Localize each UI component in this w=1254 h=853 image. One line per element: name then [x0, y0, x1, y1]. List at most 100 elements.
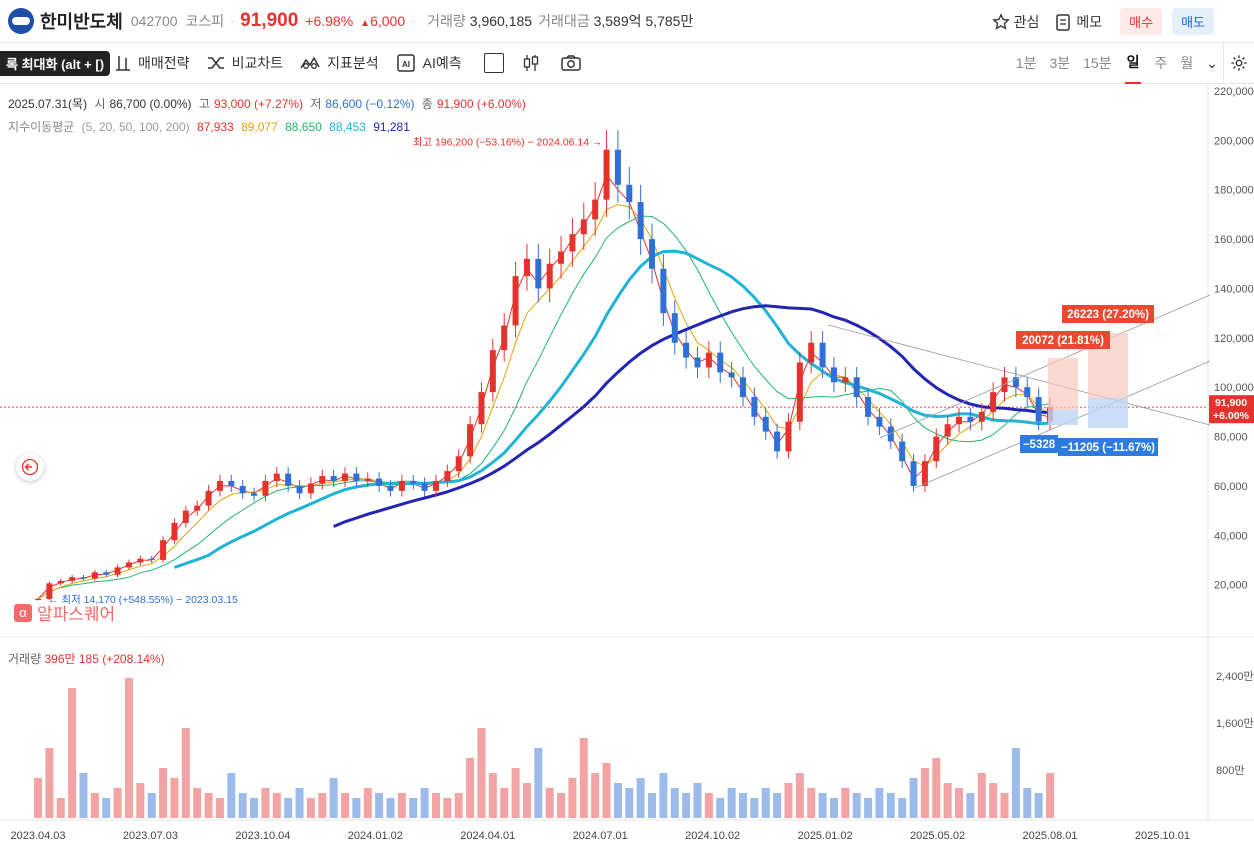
- candle-type-button[interactable]: [522, 53, 546, 73]
- volume-bar: [1034, 793, 1043, 818]
- candle-body: [228, 480, 235, 486]
- candle-body: [330, 476, 337, 481]
- ai-forecast-button[interactable]: AI AI예측: [395, 53, 462, 73]
- candle-body: [342, 473, 349, 481]
- candle-body: [853, 377, 860, 398]
- volume-legend-label: 거래량: [8, 652, 42, 666]
- volume-bar: [204, 793, 213, 818]
- ma-params: (5, 20, 50, 100, 200): [81, 120, 190, 134]
- amount-value: 3,589억 5,785만: [593, 13, 694, 29]
- candle-body: [376, 478, 383, 486]
- candle-body: [683, 342, 690, 358]
- candle-body: [592, 199, 599, 220]
- candle-body: [307, 483, 314, 494]
- ma200-value: 91,281: [373, 120, 410, 134]
- sell-button[interactable]: 매도: [1172, 8, 1214, 35]
- volume-bar: [147, 793, 156, 818]
- volume-bar: [625, 788, 634, 818]
- volume-bar: [420, 788, 429, 818]
- candle-body: [35, 599, 41, 601]
- candle-body: [569, 234, 576, 252]
- volume-bar: [1000, 793, 1009, 818]
- candle-body: [46, 583, 53, 600]
- ai-forecast-label: AI예측: [422, 55, 462, 71]
- period-3min[interactable]: 3분: [1049, 55, 1071, 71]
- candle-body: [160, 540, 167, 560]
- high-annotation: 최고 196,200 (−53.16%) − 2024.06.14 →: [413, 137, 603, 149]
- candle-body: [978, 411, 985, 422]
- volume-bar: [193, 788, 202, 818]
- watch-button[interactable]: 관심: [991, 12, 1039, 32]
- candle-body: [171, 522, 178, 541]
- period-1min[interactable]: 1분: [1015, 55, 1037, 71]
- candle-body: [103, 572, 110, 575]
- company-logo: [8, 8, 34, 34]
- settings-icon[interactable]: [1223, 43, 1254, 83]
- volume-bar: [409, 798, 418, 818]
- volume-bar: [397, 793, 406, 818]
- price-tick-label: 220,000: [1214, 86, 1254, 98]
- price-tick-label: 60,000: [1214, 481, 1248, 493]
- buy-button[interactable]: 매수: [1120, 8, 1163, 35]
- header-actions: 관심 메모 매수 매도: [976, 8, 1214, 35]
- memo-button[interactable]: 메모: [1055, 12, 1102, 32]
- volume-bar: [841, 788, 850, 818]
- candle-body: [353, 473, 360, 481]
- volume-bar: [500, 788, 509, 818]
- candle-body: [512, 276, 519, 326]
- volume-bar: [955, 788, 964, 818]
- candle-body: [671, 313, 678, 343]
- candle-body: [319, 476, 326, 484]
- watermark-text: 알파스퀘어: [37, 605, 116, 624]
- period-month[interactable]: 월: [1180, 55, 1194, 71]
- screenshot-button[interactable]: [560, 54, 588, 72]
- price-tick-label: 100,000: [1214, 382, 1254, 394]
- volume-bar: [375, 793, 384, 818]
- compare-chart-button[interactable]: 비교차트: [206, 53, 283, 73]
- price-tick-label: 160,000: [1214, 234, 1254, 246]
- drawing-box-icon[interactable]: [483, 53, 504, 73]
- scroll-back-button[interactable]: [16, 453, 44, 481]
- candle-body: [91, 572, 98, 579]
- price-chart[interactable]: 20072 (21.81%) 26223 (27.20%) −5328 −11205 …: [0, 83, 1254, 853]
- chevron-down-icon[interactable]: ⌄: [1206, 54, 1218, 71]
- candle-body: [410, 480, 417, 484]
- measure-up-label-1-bg: [1016, 331, 1110, 349]
- candle-body: [796, 362, 803, 422]
- candle-body: [523, 258, 530, 277]
- indicator-button[interactable]: 지표분석: [299, 53, 379, 73]
- candle-body: [251, 493, 258, 496]
- volume-bar: [79, 773, 88, 818]
- candle-body: [865, 397, 872, 417]
- candle-body: [626, 184, 633, 203]
- candle-body: [1035, 397, 1042, 422]
- ma-line-50: [60, 215, 1051, 589]
- period-week[interactable]: 주: [1154, 55, 1168, 71]
- candle-body: [694, 357, 701, 368]
- candle-body: [774, 431, 781, 452]
- x-tick-label: 2025.05.02: [910, 830, 965, 842]
- volume-bar: [318, 793, 327, 818]
- candle-body: [808, 342, 815, 363]
- volume-bar: [704, 793, 713, 818]
- volume-bar: [250, 798, 259, 818]
- memo-icon: [1056, 13, 1071, 31]
- current-price-tag-bg: [1209, 395, 1254, 424]
- change-amount: ▲6,000: [360, 13, 405, 29]
- period-day[interactable]: 일: [1124, 42, 1142, 84]
- candle-body: [637, 202, 644, 240]
- candle-body: [57, 580, 64, 584]
- separator-dot: ·: [230, 14, 235, 28]
- volume-bar: [113, 788, 122, 818]
- volume-bar: [329, 778, 338, 818]
- ma-line-200: [333, 304, 1051, 528]
- volume-bar: [238, 793, 247, 818]
- trade-strategy-button[interactable]: 매매전략: [114, 53, 190, 73]
- period-tabs: 1분 3분 15분 일 주 월 ⌄: [1003, 42, 1218, 84]
- period-15min[interactable]: 15분: [1083, 55, 1112, 71]
- stock-header: 한미반도체 042700 코스피 · 91,900 +6.98% ▲6,000 …: [0, 0, 1254, 43]
- candle-body: [933, 436, 940, 462]
- volume-bar: [591, 773, 600, 818]
- channel-upper: [879, 294, 1211, 439]
- up-triangle-icon: ▲: [360, 18, 371, 29]
